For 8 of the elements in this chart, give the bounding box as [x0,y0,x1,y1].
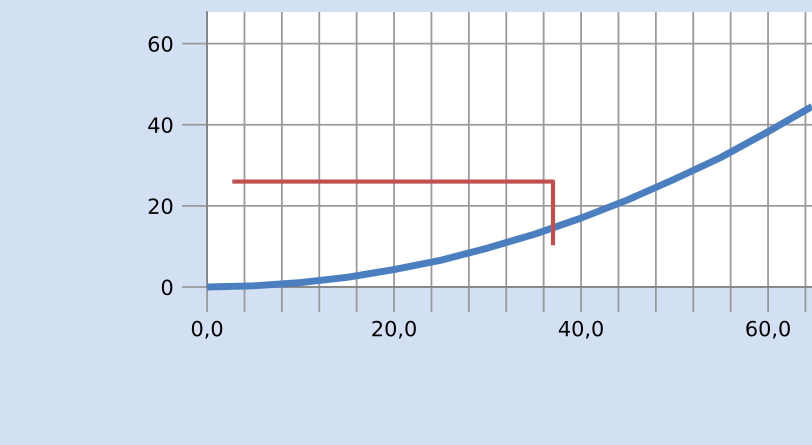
x-tick-label: 60,0 [746,320,790,339]
y-tick-label: 40 [148,117,172,133]
y-tick-label: 0 [162,279,172,296]
x-tick-label: 40,0 [558,320,603,339]
y-tick-label: 60 [148,36,172,52]
x-tick-label: 0,0 [192,320,222,339]
x-tick-label: 20,0 [372,320,416,339]
y-tick-label: 20 [148,198,172,214]
